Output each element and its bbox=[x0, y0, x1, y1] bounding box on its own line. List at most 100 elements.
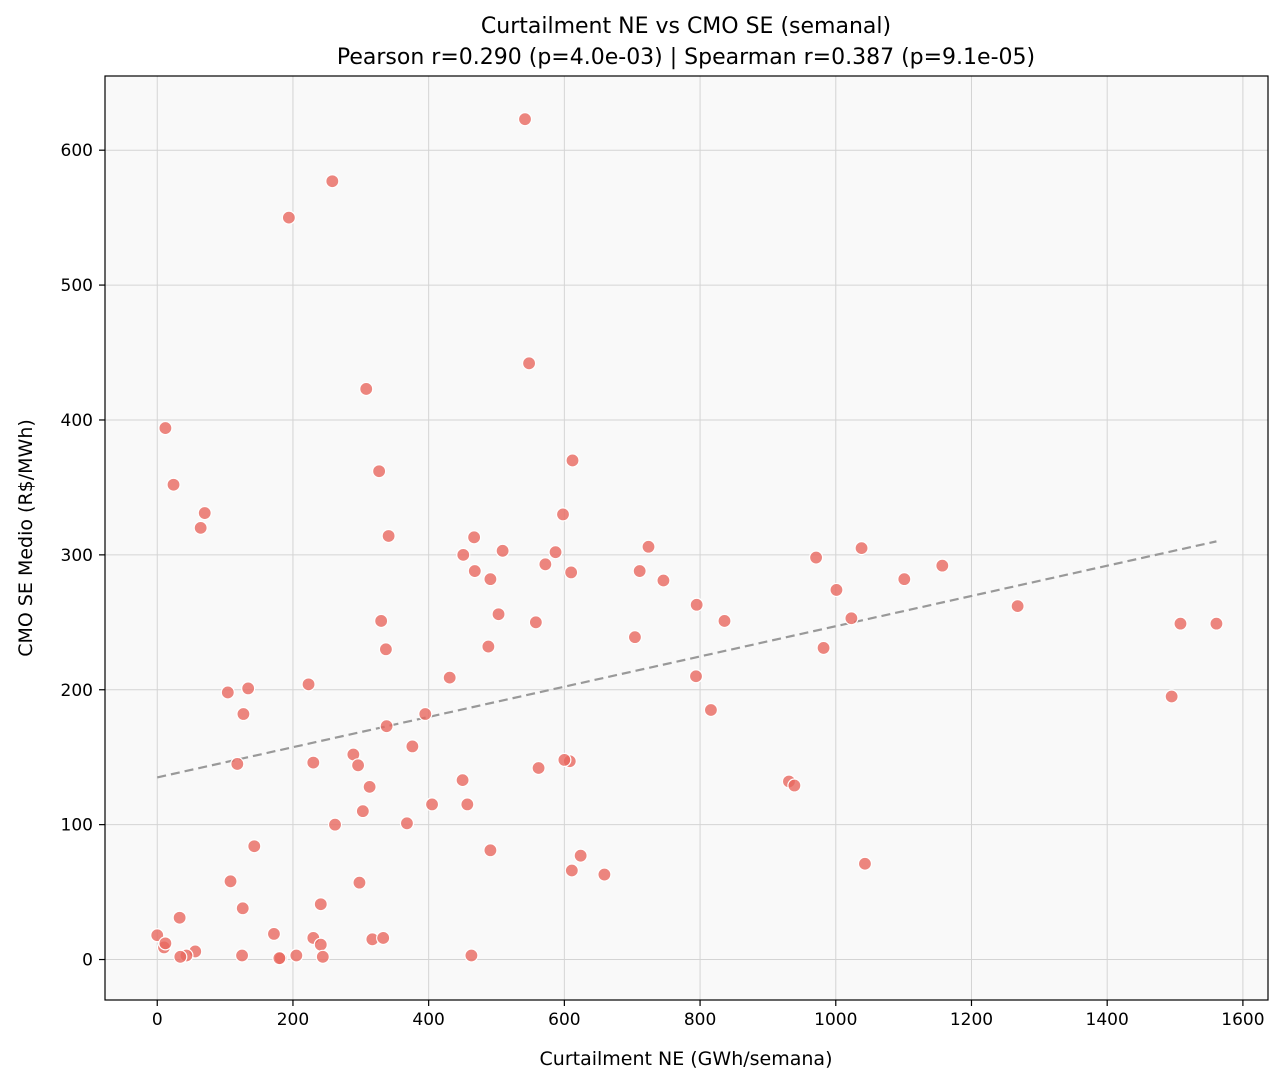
data-point bbox=[829, 582, 844, 598]
data-point bbox=[481, 639, 496, 654]
data-point bbox=[808, 550, 824, 565]
data-points bbox=[150, 112, 1224, 966]
data-point bbox=[399, 816, 415, 831]
y-tick-label: 100 bbox=[61, 816, 93, 836]
data-point bbox=[235, 901, 250, 916]
data-point bbox=[172, 910, 187, 925]
y-axis-label: CMO SE Medio (R$/MWh) bbox=[15, 419, 37, 657]
data-point bbox=[374, 613, 389, 629]
data-point bbox=[158, 936, 173, 951]
data-point bbox=[173, 949, 188, 964]
data-point bbox=[717, 613, 732, 629]
data-point bbox=[456, 547, 471, 562]
data-point bbox=[424, 797, 440, 812]
y-tick-label: 400 bbox=[61, 411, 93, 431]
data-point bbox=[197, 505, 212, 521]
data-point bbox=[158, 420, 173, 436]
trend-line bbox=[157, 540, 1217, 779]
data-point bbox=[464, 948, 479, 963]
data-point bbox=[483, 572, 498, 587]
data-point bbox=[467, 563, 482, 579]
chart-subtitle: Pearson r=0.290 (p=4.0e-03) | Spearman r… bbox=[337, 45, 1035, 70]
data-point bbox=[641, 539, 656, 554]
data-point bbox=[352, 875, 367, 890]
data-point bbox=[193, 520, 208, 535]
data-point bbox=[325, 174, 340, 189]
x-axis-label: Curtailment NE (GWh/semana) bbox=[540, 1048, 833, 1070]
data-point bbox=[1173, 616, 1188, 631]
x-tick-label: 1200 bbox=[950, 1010, 993, 1030]
data-point bbox=[521, 356, 537, 371]
data-point bbox=[266, 926, 282, 942]
x-tick-label: 1600 bbox=[1221, 1010, 1264, 1030]
data-point bbox=[703, 702, 719, 718]
data-point bbox=[857, 856, 873, 871]
y-tick-label: 600 bbox=[61, 141, 93, 161]
data-point bbox=[306, 755, 321, 770]
plot-frame bbox=[104, 75, 1269, 1001]
x-tick-label: 800 bbox=[684, 1010, 716, 1030]
y-tick-label: 500 bbox=[61, 276, 93, 296]
x-tick-label: 1000 bbox=[814, 1010, 857, 1030]
data-point bbox=[379, 719, 394, 734]
data-point bbox=[897, 572, 912, 587]
data-point bbox=[1164, 689, 1179, 704]
x-tick-label: 600 bbox=[548, 1010, 580, 1030]
data-point bbox=[359, 381, 374, 397]
y-tick-label: 0 bbox=[82, 951, 93, 971]
data-point bbox=[565, 453, 580, 468]
y-tick-label: 300 bbox=[61, 546, 93, 566]
data-point bbox=[787, 778, 802, 793]
data-point bbox=[1209, 616, 1224, 631]
data-point bbox=[230, 756, 245, 772]
data-point bbox=[564, 565, 579, 580]
y-axis-ticks: 0 100 200 300 400 500 600 bbox=[61, 141, 105, 971]
chart-title: Curtailment NE vs CMO SE (semanal) bbox=[481, 14, 891, 39]
data-point bbox=[313, 937, 328, 952]
data-point bbox=[234, 948, 250, 963]
data-point bbox=[362, 779, 377, 794]
data-point bbox=[528, 615, 543, 630]
data-point bbox=[166, 477, 181, 492]
data-point bbox=[483, 843, 498, 858]
data-point bbox=[223, 874, 238, 889]
data-point bbox=[491, 607, 506, 622]
data-point bbox=[517, 112, 533, 127]
data-point bbox=[573, 848, 588, 863]
data-point bbox=[548, 545, 563, 560]
data-point bbox=[272, 951, 287, 966]
data-point bbox=[557, 752, 572, 767]
data-point bbox=[376, 930, 391, 946]
x-tick-label: 1400 bbox=[1086, 1010, 1129, 1030]
x-tick-label: 200 bbox=[277, 1010, 309, 1030]
data-point bbox=[241, 681, 256, 696]
data-point bbox=[538, 557, 553, 572]
data-point bbox=[372, 464, 387, 479]
data-point bbox=[378, 642, 394, 657]
data-point bbox=[315, 949, 330, 964]
data-point bbox=[564, 863, 579, 878]
data-point bbox=[816, 640, 831, 656]
data-point bbox=[381, 528, 396, 544]
data-point bbox=[313, 897, 328, 912]
x-axis-ticks: 0 200 400 600 800 1000 1200 1400 1600 bbox=[152, 1000, 1265, 1030]
plot-area bbox=[105, 76, 1268, 1000]
data-point bbox=[854, 541, 869, 556]
data-point bbox=[236, 706, 251, 722]
data-point bbox=[327, 817, 343, 832]
data-point bbox=[495, 543, 510, 558]
data-point bbox=[301, 677, 316, 692]
grid-lines bbox=[105, 76, 1268, 1000]
data-point bbox=[460, 797, 475, 812]
data-point bbox=[247, 839, 262, 854]
data-point bbox=[531, 760, 546, 776]
x-tick-label: 0 bbox=[152, 1010, 163, 1030]
x-tick-label: 400 bbox=[412, 1010, 444, 1030]
data-point bbox=[935, 558, 950, 573]
data-point bbox=[281, 210, 296, 225]
data-point bbox=[1010, 599, 1025, 614]
data-point bbox=[350, 758, 366, 773]
data-point bbox=[289, 948, 304, 963]
data-point bbox=[418, 706, 433, 722]
